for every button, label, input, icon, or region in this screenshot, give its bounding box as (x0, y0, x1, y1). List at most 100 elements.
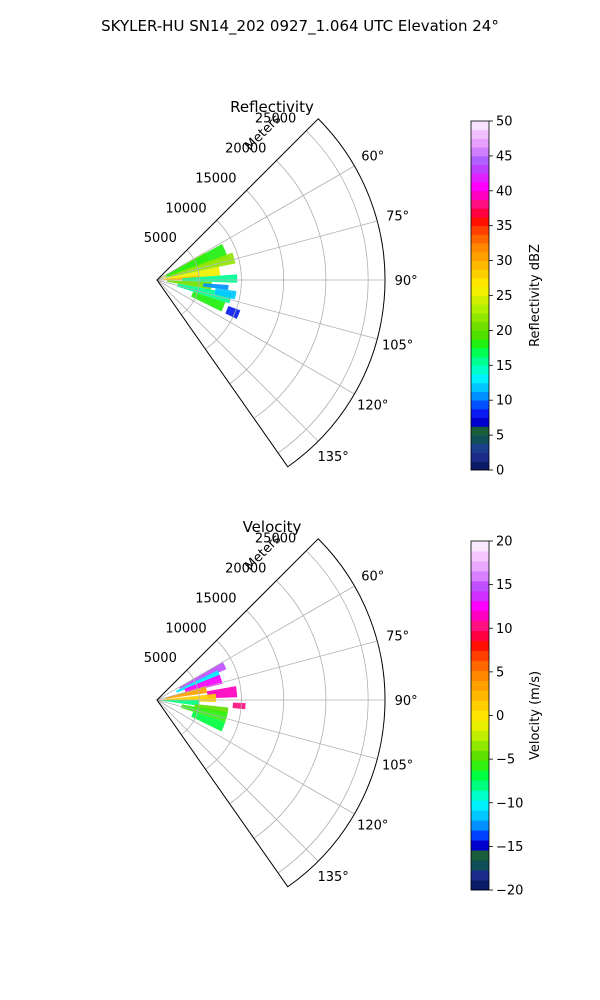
echo-region-2 (184, 674, 223, 693)
colorbar-segment-1 (471, 452, 489, 462)
range-tick-label: 10000 (165, 621, 206, 636)
echo-region-2 (168, 252, 236, 278)
colorbar-tick-label: 10 (496, 622, 513, 637)
colorbar-tick-label: −20 (496, 884, 523, 899)
azimuth-tick-label: 75° (386, 630, 409, 645)
colorbar-segment-34 (471, 164, 489, 174)
sector-frame (156, 118, 386, 468)
colorbar-segment-6 (471, 820, 489, 831)
colorbar-segment-10 (471, 780, 489, 791)
colorbar-segment-11 (471, 770, 489, 781)
azimuth-tick-label: 105° (382, 758, 413, 773)
azimuth-tick-label: 120° (357, 819, 388, 834)
colorbar-segment-2 (471, 860, 489, 871)
azimuth-gridline-5 (156, 699, 319, 862)
colorbar-segment-23 (471, 260, 489, 270)
colorbar-tick-label: 15 (496, 359, 513, 374)
colorbar-segment-4 (471, 840, 489, 851)
colorbar-segment-31 (471, 190, 489, 200)
colorbar-segment-12 (471, 356, 489, 366)
azimuth-tick-label: 90° (395, 274, 418, 289)
azimuth-gridline-5 (156, 279, 319, 442)
azimuth-tick-label: 135° (317, 870, 348, 885)
echo-region-1 (175, 670, 221, 693)
colorbar-tick-label: 5 (496, 429, 504, 444)
colorbar-tick-label: 35 (496, 219, 513, 234)
colorbar-segment-15 (471, 730, 489, 741)
colorbar-tick-label: −10 (496, 796, 523, 811)
colorbar-segment-2 (471, 443, 489, 453)
colorbar-tick-label: 25 (496, 289, 513, 304)
panel-1: Velocity500010000150002000025000Meters60… (144, 518, 543, 899)
colorbar-segment-25 (471, 243, 489, 253)
colorbar-segment-13 (471, 347, 489, 357)
colorbar-label: Reflectivity dBZ (528, 244, 543, 347)
colorbar-label: Velocity (m/s) (528, 671, 543, 760)
colorbar-segment-1 (471, 870, 489, 881)
colorbar-tick-label: 20 (496, 535, 513, 550)
colorbar-segment-15 (471, 330, 489, 340)
range-gridline-2 (229, 610, 285, 805)
range-gridline-2 (229, 190, 285, 385)
colorbar-segment-30 (471, 199, 489, 209)
colorbar-segment-29 (471, 208, 489, 218)
range-gridline-0 (180, 249, 200, 315)
range-tick-label: 15000 (195, 171, 236, 186)
colorbar-segment-8 (471, 800, 489, 811)
range-gridline-0 (180, 669, 200, 735)
azimuth-gridline-0 (156, 585, 355, 701)
colorbar-segment-18 (471, 304, 489, 314)
colorbar-segment-9 (471, 382, 489, 392)
colorbar-tick-label: 50 (496, 115, 513, 130)
azimuth-gridline-1 (156, 220, 378, 281)
colorbar-segment-20 (471, 680, 489, 691)
colorbar-segment-9 (471, 790, 489, 801)
figure-suptitle: SKYLER-HU SN14_202 0927_1.064 UTC Elevat… (101, 17, 499, 36)
colorbar-segment-39 (471, 121, 489, 131)
colorbar-segment-3 (471, 850, 489, 861)
echo-region-0 (178, 662, 227, 690)
range-tick-label: 5000 (144, 651, 177, 666)
azimuth-tick-label: 60° (361, 569, 384, 584)
colorbar-segment-28 (471, 216, 489, 227)
colorbar-segment-22 (471, 269, 489, 279)
colorbar-segment-14 (471, 339, 489, 349)
colorbar-tick-label: 40 (496, 184, 513, 199)
colorbar-segment-21 (471, 670, 489, 681)
colorbar-tick-label: −15 (496, 840, 523, 855)
echo-region-7 (202, 283, 229, 290)
colorbar-tick-label: 30 (496, 254, 513, 269)
azimuth-gridline-3 (156, 279, 378, 340)
azimuth-gridline-4 (156, 699, 355, 815)
colorbar-segment-12 (471, 760, 489, 771)
range-tick-label: 10000 (165, 201, 206, 216)
colorbar-segment-17 (471, 710, 489, 721)
colorbar-segment-24 (471, 640, 489, 652)
colorbar: −20 −15 −10 −5 0 5 10 15 20 Velocity (m/s) (470, 535, 543, 899)
range-gridline-1 (205, 640, 242, 770)
colorbar-segment-24 (471, 251, 489, 261)
colorbar-segment-10 (471, 374, 489, 384)
range-tick-label: 15000 (195, 591, 236, 606)
colorbar-segment-33 (471, 550, 489, 562)
azimuth-tick-label: 90° (395, 694, 418, 709)
colorbar-segment-13 (471, 750, 489, 761)
colorbar-segment-32 (471, 182, 489, 192)
echo-region-9 (191, 291, 226, 312)
colorbar-tick-label: 20 (496, 324, 513, 339)
echo-region-9 (191, 711, 226, 732)
echo-region-10 (232, 702, 246, 710)
range-tick-label: 25000 (255, 112, 296, 127)
colorbar-segment-34 (471, 541, 489, 552)
colorbar-segment-0 (471, 880, 489, 891)
echo-region-11 (214, 288, 237, 300)
echo-region-1 (165, 243, 229, 278)
echo-region-8 (177, 283, 232, 304)
colorbar-segment-33 (471, 173, 489, 183)
colorbar-segment-16 (471, 321, 489, 331)
colorbar-segment-30 (471, 580, 489, 592)
colorbar-segment-27 (471, 225, 489, 235)
colorbar-segment-23 (471, 650, 489, 662)
colorbar-segment-17 (471, 312, 489, 323)
colorbar-segment-32 (471, 560, 489, 572)
